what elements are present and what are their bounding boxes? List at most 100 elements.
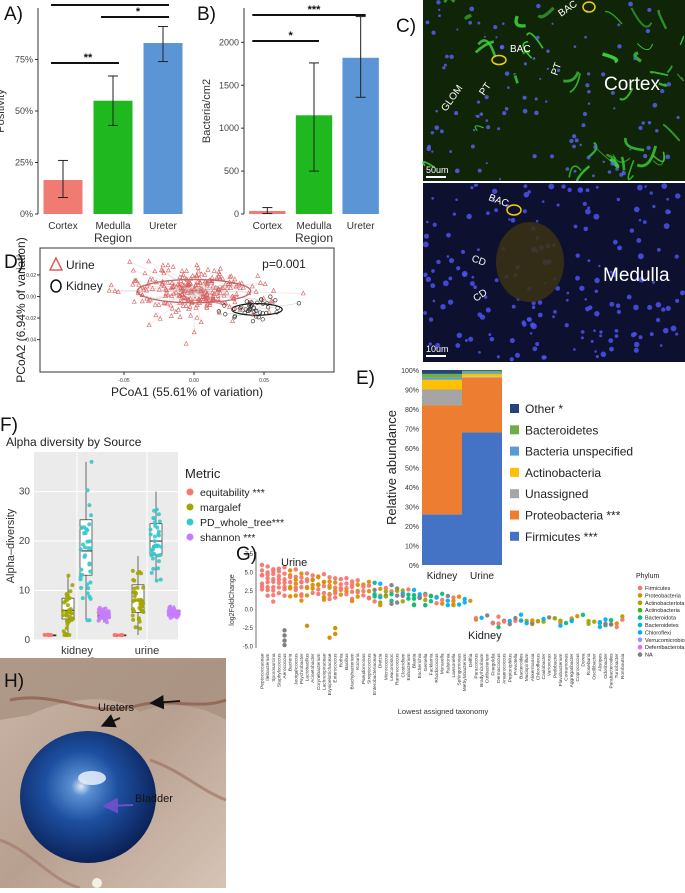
- data-point: [139, 571, 143, 575]
- nucleus-dot: [615, 334, 619, 338]
- taxon-label: Facklamia: [428, 653, 434, 675]
- fold-change-point: [305, 593, 309, 597]
- nucleus-dot: [488, 333, 491, 336]
- fold-change-point: [282, 633, 286, 637]
- nucleus-dot: [627, 295, 632, 300]
- panel-e-letter: E): [356, 368, 375, 389]
- legend-dot: [638, 593, 643, 598]
- y-tick-label: 10: [19, 586, 31, 597]
- panel-b-letter: B): [197, 4, 216, 25]
- nucleus-dot: [426, 147, 431, 152]
- fold-change-point: [327, 635, 331, 639]
- taxon-label: Jeotgalicoccus: [293, 653, 299, 685]
- nucleus-dot: [617, 44, 621, 48]
- data-point: [89, 460, 93, 464]
- nucleus-dot: [667, 82, 671, 86]
- nucleus-dot: [578, 187, 584, 193]
- nucleus-dot: [533, 154, 537, 158]
- nucleus-dot: [633, 57, 636, 60]
- nucleus-dot: [536, 220, 539, 223]
- nucleus-dot: [592, 174, 595, 177]
- data-point: [86, 546, 90, 550]
- taxon-label: Rhodococcus: [434, 653, 440, 683]
- fold-change-point: [564, 621, 568, 625]
- legend-swatch: [510, 468, 519, 477]
- fold-change-point: [322, 598, 326, 602]
- legend-swatch: [510, 532, 519, 541]
- fold-change-point: [586, 619, 590, 623]
- nucleus-dot: [615, 329, 619, 333]
- significance-label: *: [136, 6, 141, 18]
- fold-change-point: [299, 585, 303, 589]
- taxon-label: Sporosarcina: [271, 653, 277, 682]
- x-axis-title: Region: [94, 231, 132, 245]
- fold-change-point: [541, 617, 545, 621]
- taxon-label: Pseudomonas: [361, 653, 367, 684]
- data-point: [88, 581, 92, 585]
- fold-change-point: [434, 595, 438, 599]
- nucleus-dot: [609, 347, 614, 352]
- nucleus-dot: [429, 317, 433, 321]
- stack-bacteroidetes: [462, 371, 502, 373]
- legend-label: Bacteroidetes: [525, 423, 598, 437]
- nucleus-dot: [440, 129, 444, 133]
- y-tick-label: 2.5: [245, 589, 254, 595]
- fold-change-point: [508, 622, 512, 626]
- nucleus-dot: [480, 314, 485, 319]
- fold-change-point: [350, 599, 354, 603]
- nucleus-dot: [511, 218, 516, 223]
- fold-change-point: [265, 594, 269, 598]
- taxon-label: Psychrobacter: [299, 653, 305, 684]
- legend-label: equitability ***: [200, 487, 265, 499]
- fold-change-point: [299, 580, 303, 584]
- nucleus-dot: [675, 333, 678, 336]
- fold-change-point: [423, 593, 427, 597]
- nucleus-dot: [486, 211, 490, 215]
- y-axis-title: Relative abundance: [384, 410, 399, 525]
- data-point: [152, 517, 156, 521]
- nucleus-dot: [599, 334, 602, 337]
- fold-change-point: [282, 643, 286, 647]
- legend-swatch: [510, 511, 519, 520]
- nucleus-dot: [434, 125, 439, 130]
- fold-change-point: [502, 619, 506, 623]
- data-point: [65, 619, 69, 623]
- fold-change-point: [339, 588, 343, 592]
- fold-change-point: [260, 568, 264, 572]
- nucleus-dot: [484, 36, 486, 38]
- legend-label: Other *: [525, 402, 563, 416]
- data-point: [87, 503, 91, 507]
- nucleus-dot: [581, 123, 585, 127]
- fold-change-point: [282, 593, 286, 597]
- nucleus-dot: [636, 238, 641, 243]
- nucleus-dot: [598, 265, 600, 267]
- y-axis-title: log2FoldChange: [229, 574, 236, 625]
- fold-change-point: [553, 616, 557, 620]
- taxon-label: Aerococcus: [282, 653, 288, 679]
- category-label: urine: [135, 645, 159, 657]
- panel-g: G) 7.55.02.50.0-2.5-5.0log2FoldChangePep…: [229, 544, 685, 716]
- y-tick-label: 10%: [405, 544, 419, 551]
- fold-change-point: [412, 603, 416, 607]
- nucleus-dot: [671, 326, 677, 332]
- nucleus-dot: [497, 127, 500, 130]
- bar-ureter: [144, 43, 183, 214]
- fold-change-point: [322, 572, 326, 576]
- x-tick-label: 0.00: [189, 378, 199, 384]
- fold-change-point: [299, 575, 303, 579]
- legend-dot: [638, 630, 643, 635]
- data-point: [153, 521, 157, 525]
- nucleus-dot: [447, 255, 450, 258]
- nucleus-dot: [657, 248, 661, 252]
- nucleus-dot: [470, 186, 473, 189]
- nucleus-dot: [470, 281, 475, 286]
- nucleus-dot: [664, 223, 670, 229]
- legend-dot: [187, 504, 194, 511]
- taxon-label: Caulobacter: [541, 653, 547, 679]
- fold-change-point: [446, 598, 450, 602]
- x-tick-label: -0.05: [118, 378, 130, 384]
- fold-change-point: [446, 594, 450, 598]
- legend-dot: [638, 623, 643, 628]
- y-tick-label: 80%: [405, 407, 419, 414]
